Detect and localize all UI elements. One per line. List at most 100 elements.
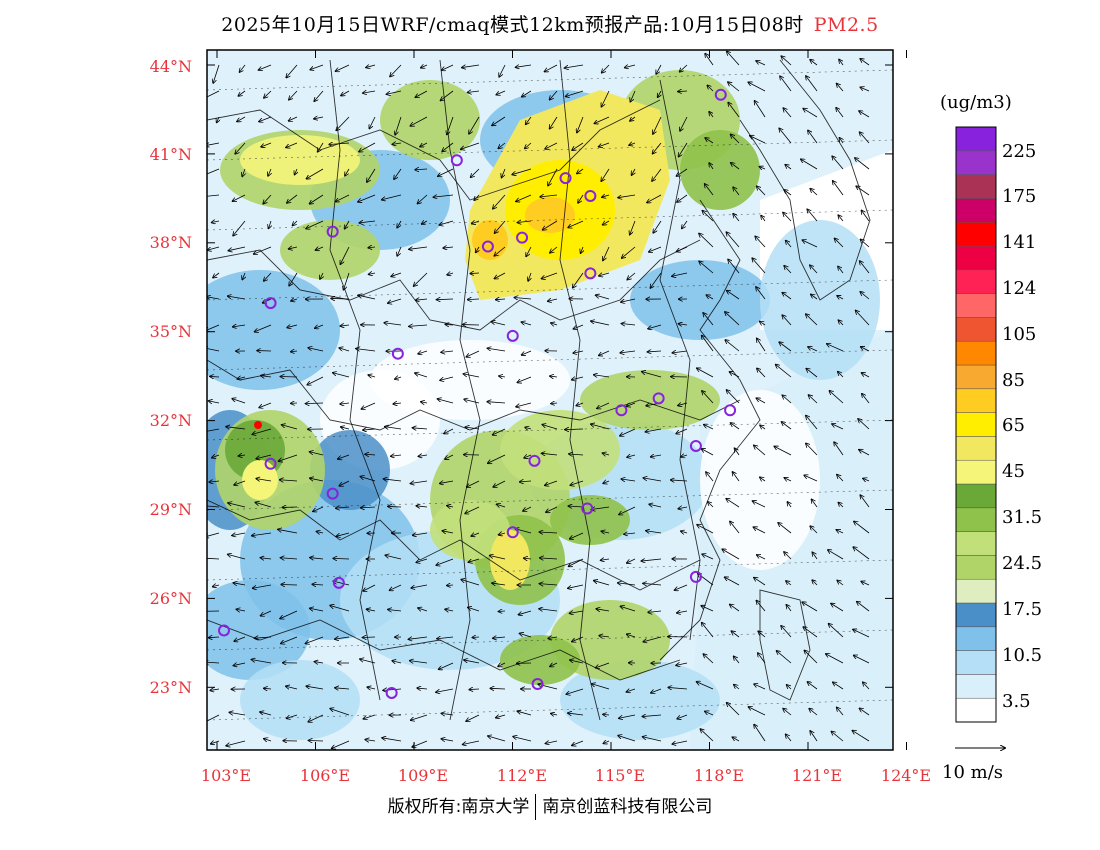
colorbar-swatch-2 <box>955 650 997 675</box>
city-station-6 <box>516 231 529 244</box>
wind-arrow-627 <box>286 686 298 689</box>
wind-arrow-434 <box>671 480 688 481</box>
wind-arrow-382 <box>676 428 688 434</box>
wind-arrow-692 <box>618 736 636 742</box>
wind-arrow-558 <box>518 610 532 615</box>
wind-arrow-623 <box>854 655 870 664</box>
wind-arrow-162 <box>359 221 376 223</box>
wind-arrow-130 <box>207 194 220 197</box>
wind-arrow-190 <box>409 247 428 249</box>
lon-label-124: 124°E <box>880 766 932 785</box>
wind-arrow-693 <box>643 737 662 742</box>
city-station-4 <box>326 225 339 238</box>
wind-arrow-52 <box>217 116 219 123</box>
field-green-7 <box>380 80 480 160</box>
wind-arrow-224 <box>627 272 636 280</box>
wind-arrow-683 <box>382 738 402 742</box>
wind-arrow-305 <box>702 335 714 352</box>
wind-arrow-674 <box>837 707 844 716</box>
legend-label-85: 85 <box>1002 370 1025 391</box>
grid-line-4 <box>207 349 893 371</box>
wind-arrow-426 <box>467 480 480 487</box>
wind-arrow-312 <box>210 376 220 377</box>
wind-arrow-530 <box>461 580 480 586</box>
legend-label-31-5: 31.5 <box>1002 507 1043 528</box>
wind-arrow-107 <box>295 168 297 175</box>
wind-arrow-122 <box>676 168 688 176</box>
wind-arrow-79 <box>235 142 246 154</box>
wind-arrow-646 <box>787 685 792 689</box>
wind-arrow-41 <box>601 90 610 107</box>
wind-arrow-424 <box>410 481 428 484</box>
wind-arrow-163 <box>397 220 402 228</box>
wind-arrow-32 <box>363 91 376 93</box>
wind-arrow-64 <box>526 116 532 124</box>
wind-arrow-372 <box>412 428 428 429</box>
wind-arrow-586 <box>572 636 584 642</box>
wind-arrow-349 <box>487 402 506 403</box>
city-station-9 <box>506 329 519 342</box>
wind-arrow-377 <box>542 425 558 430</box>
wind-arrow-28 <box>264 90 272 98</box>
wind-arrow-362 <box>829 391 844 404</box>
wind-arrow-10 <box>462 64 480 68</box>
wind-arrow-257 <box>811 294 818 300</box>
wind-arrow-296 <box>466 350 480 357</box>
wind-arrow-620 <box>777 651 792 664</box>
wind-arrow-345 <box>393 403 402 404</box>
wind-arrow-647 <box>807 682 818 690</box>
wind-arrow-249 <box>596 295 610 300</box>
wind-arrow-43 <box>658 90 661 97</box>
wind-arrow-572 <box>209 637 220 638</box>
wind-arrow-597 <box>853 629 870 638</box>
wind-arrow-525 <box>333 581 350 586</box>
wind-arrow-470 <box>252 532 272 536</box>
colorbar-swatch-12 <box>955 412 997 437</box>
wind-arrow-6 <box>366 65 376 68</box>
wind-arrow-444 <box>255 502 272 508</box>
field-blob-11 <box>240 660 360 740</box>
wind-arrow-149 <box>705 184 714 196</box>
wind-arrow-177 <box>761 216 765 222</box>
city-station-11 <box>615 404 628 417</box>
wind-arrow-656 <box>363 714 376 719</box>
wind-arrow-637 <box>538 684 558 690</box>
wind-arrow-437 <box>760 477 766 481</box>
wind-arrow-685 <box>441 739 454 741</box>
wind-arrow-175 <box>702 211 714 222</box>
wind-arrow-343 <box>340 403 350 404</box>
wind-arrow-325 <box>550 376 558 377</box>
wind-arrow-34 <box>415 90 428 97</box>
wind-arrow-556 <box>468 607 480 612</box>
colorbar-swatch-23 <box>955 150 997 175</box>
wind-arrow-18 <box>680 64 688 72</box>
wind-arrow-91 <box>545 142 558 149</box>
wind-arrow-671 <box>748 707 766 716</box>
wind-arrow-660 <box>466 714 480 721</box>
wind-arrow-235 <box>228 296 246 300</box>
field-green-3 <box>500 410 620 490</box>
colorbar-swatch-7 <box>955 531 997 556</box>
wind-arrow-46 <box>728 82 740 92</box>
wind-arrow-427 <box>493 480 506 487</box>
field-blob-0 <box>207 270 340 390</box>
wind-arrow-148 <box>677 194 688 202</box>
wind-arrow-261 <box>233 325 246 327</box>
wind-arrow-221 <box>541 272 558 279</box>
wind-arrow-570 <box>831 603 844 612</box>
wind-arrow-666 <box>619 714 636 718</box>
wind-arrow-573 <box>234 636 246 641</box>
wind-arrow-63 <box>492 116 506 125</box>
wind-arrow-62 <box>469 116 480 134</box>
wind-arrow-143 <box>540 195 558 197</box>
wind-arrow-443 <box>228 503 246 508</box>
wind-arrow-2 <box>259 64 272 70</box>
wind-arrow-450 <box>416 506 428 507</box>
wind-arrow-521 <box>233 583 246 585</box>
wind-arrow-688 <box>513 737 532 742</box>
city-station-8 <box>264 297 277 310</box>
wind-arrow-528 <box>411 584 428 588</box>
wind-arrow-268 <box>409 325 428 326</box>
wind-arrow-560 <box>570 611 584 613</box>
wind-arrow-540 <box>725 577 740 586</box>
